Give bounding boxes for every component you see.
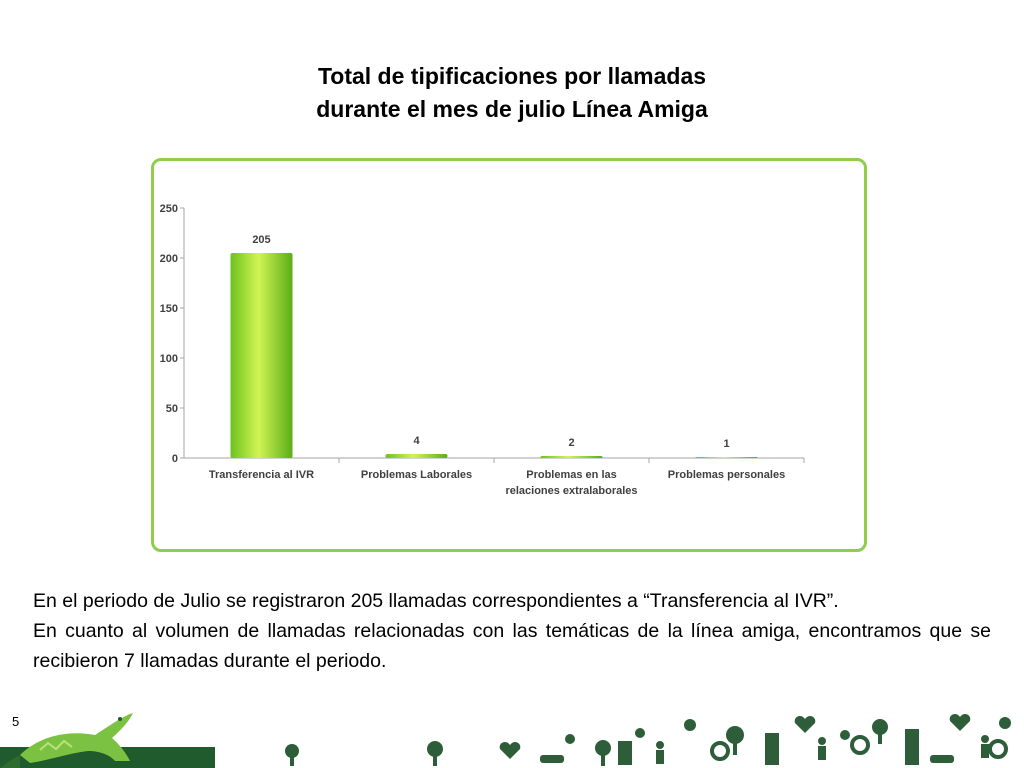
- x-tick-label: relaciones extralaborales: [505, 485, 637, 497]
- tree-icon: [285, 719, 888, 766]
- summary-text: En el periodo de Julio se registraron 20…: [33, 586, 991, 676]
- bar: [385, 454, 448, 458]
- data-label: 205: [252, 234, 270, 246]
- y-tick-label: 50: [166, 403, 178, 415]
- bar-chart: 0 50 100 150 200 250 205 Transferencia al IVR 4 P…: [160, 203, 805, 497]
- summary-line-2: En cuanto al volumen de llamadas relacio…: [33, 620, 991, 672]
- iguana-logo: [0, 713, 133, 768]
- summary-line-1: En el periodo de Julio se registraron 20…: [33, 590, 839, 612]
- car-icon: [540, 755, 954, 763]
- chart-frame: 0 50 100 150 200 250 205 Transferencia al IVR 4 P…: [151, 158, 867, 552]
- data-label: 4: [413, 435, 420, 447]
- people-icon: [656, 735, 989, 764]
- letter-e-icon: [710, 735, 1008, 761]
- bar: [230, 253, 293, 458]
- x-tick-label: Problemas en las: [526, 469, 617, 481]
- y-tick-label: 250: [160, 203, 178, 215]
- page-number: 5: [12, 714, 20, 729]
- x-tick-label: Problemas Laborales: [361, 469, 472, 481]
- y-tick-label: 0: [172, 453, 178, 465]
- bar: [540, 456, 603, 458]
- footer-decoration: [0, 705, 1024, 768]
- y-tick-label: 200: [160, 253, 178, 265]
- y-tick-label: 100: [160, 353, 178, 365]
- slide-title-line-1: Total de tipificaciones por llamadas: [317, 63, 707, 89]
- data-label: 2: [568, 437, 574, 449]
- heart-icon: [499, 714, 971, 759]
- x-tick-label: Transferencia al IVR: [209, 469, 314, 481]
- data-label: 1: [723, 438, 729, 450]
- flower-icon: [565, 717, 1011, 744]
- y-tick-label: 150: [160, 303, 178, 315]
- x-tick-label: Problemas personales: [668, 469, 785, 481]
- bar: [695, 457, 758, 458]
- slide-title: Total de tipificaciones por llamadas dur…: [212, 60, 812, 126]
- building-icon: [618, 729, 919, 765]
- slide-title-line-2: durante el mes de julio Línea Amiga: [316, 96, 708, 122]
